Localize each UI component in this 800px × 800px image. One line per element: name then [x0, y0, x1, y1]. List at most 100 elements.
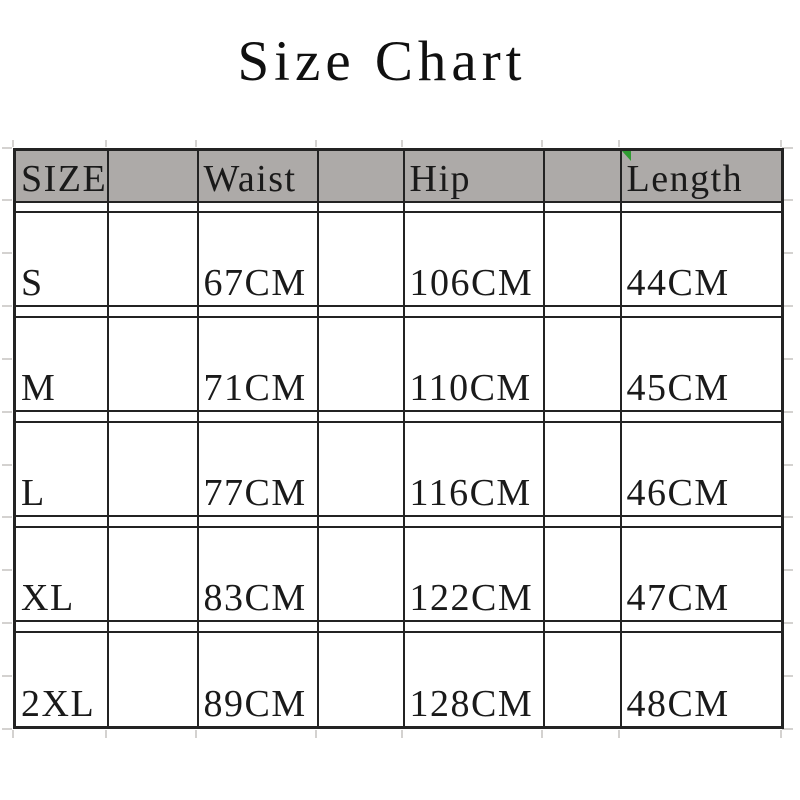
table-cell: 48CM — [619, 631, 784, 729]
table-cell — [542, 631, 622, 729]
table-cell — [402, 305, 545, 319]
table-cell — [13, 410, 109, 424]
table-cell — [619, 515, 784, 529]
table-cell — [316, 305, 405, 319]
table-cell: 89CM — [196, 631, 319, 729]
table-cell: M — [13, 316, 109, 413]
table-cell — [542, 526, 622, 623]
table-cell — [316, 620, 405, 634]
table-cell — [196, 410, 319, 424]
table-cell: 128CM — [402, 631, 545, 729]
gridline-stub — [782, 622, 793, 624]
header-row: SIZE Waist Hip Length — [13, 148, 784, 203]
table-cell — [106, 421, 199, 518]
table-cell: 45CM — [619, 316, 784, 413]
table-cell — [106, 211, 199, 308]
gridline-stub — [12, 730, 14, 738]
gridline-stub — [195, 730, 197, 738]
gridline-stub — [782, 199, 793, 201]
table-cell: S — [13, 211, 109, 308]
table-cell — [402, 410, 545, 424]
table-cell — [106, 410, 199, 424]
table-cell — [196, 200, 319, 214]
table-cell — [196, 620, 319, 634]
gridline-stub — [2, 147, 12, 149]
gridline-stub — [541, 140, 543, 147]
gridline-stub — [315, 140, 317, 147]
table-cell — [106, 631, 199, 729]
table-cell — [316, 410, 405, 424]
gridline-stub — [2, 199, 12, 201]
gridline-stub — [105, 730, 107, 738]
table-cell: 106CM — [402, 211, 545, 308]
table-row: L 77CM 116CM 46CM — [13, 421, 784, 518]
header-cell: SIZE — [13, 148, 109, 203]
table-cell — [196, 515, 319, 529]
table-cell: 44CM — [619, 211, 784, 308]
header-cell — [542, 148, 622, 203]
gridline-stub — [618, 140, 620, 147]
table-cell — [106, 620, 199, 634]
table-cell — [196, 305, 319, 319]
table-row — [13, 305, 784, 319]
gridline-stub — [782, 411, 793, 413]
table-cell — [402, 200, 545, 214]
size-table-body: SIZE Waist Hip Length S 67CM 106CM 44CM M 71CM 110… — [13, 148, 784, 729]
table-cell — [542, 620, 622, 634]
table-cell — [542, 200, 622, 214]
page-title: Size Chart — [237, 29, 527, 93]
gridline-stub — [2, 675, 12, 677]
gridline-stub — [782, 464, 793, 466]
gridline-stub — [195, 140, 197, 147]
header-cell — [106, 148, 199, 203]
gridline-stub — [782, 252, 793, 254]
table-cell — [316, 200, 405, 214]
table-cell — [316, 211, 405, 308]
gridline-stub — [315, 730, 317, 738]
table-cell: 77CM — [196, 421, 319, 518]
header-cell: Hip — [402, 148, 545, 203]
gridline-stub — [2, 305, 12, 307]
table-row: M 71CM 110CM 45CM — [13, 316, 784, 413]
gridline-stub — [782, 305, 793, 307]
table-cell: 67CM — [196, 211, 319, 308]
gridline-stub — [618, 730, 620, 738]
error-indicator-triangle-icon — [622, 151, 631, 161]
table-cell — [13, 515, 109, 529]
table-cell — [402, 515, 545, 529]
table-cell — [316, 631, 405, 729]
header-cell: Waist — [196, 148, 319, 203]
table-cell: 46CM — [619, 421, 784, 518]
table-cell — [542, 316, 622, 413]
table-cell: 122CM — [402, 526, 545, 623]
gridline-stub — [2, 252, 12, 254]
gridline-stub — [782, 569, 793, 571]
size-chart-table: SIZE Waist Hip Length S 67CM 106CM 44CM M 71CM 110… — [13, 148, 784, 729]
table-cell — [619, 620, 784, 634]
table-row: 2XL 89CM 128CM 48CM — [13, 631, 784, 729]
table-cell — [542, 421, 622, 518]
gridline-stub — [2, 411, 12, 413]
table-cell — [106, 515, 199, 529]
gridline-stub — [2, 358, 12, 360]
table-row — [13, 620, 784, 634]
table-cell: 47CM — [619, 526, 784, 623]
gridline-stub — [782, 358, 793, 360]
table-cell — [316, 316, 405, 413]
gridline-stub — [2, 516, 12, 518]
table-cell: 2XL — [13, 631, 109, 729]
table-cell — [619, 305, 784, 319]
table-cell — [542, 515, 622, 529]
gridline-stub — [782, 516, 793, 518]
table-cell — [13, 620, 109, 634]
table-row — [13, 200, 784, 214]
gridline-stub — [401, 140, 403, 147]
gridline-stub — [105, 140, 107, 147]
table-row: S 67CM 106CM 44CM — [13, 211, 784, 308]
table-cell: 116CM — [402, 421, 545, 518]
table-cell: 110CM — [402, 316, 545, 413]
gridline-stub — [2, 728, 12, 730]
table-cell — [13, 305, 109, 319]
table-cell — [106, 316, 199, 413]
